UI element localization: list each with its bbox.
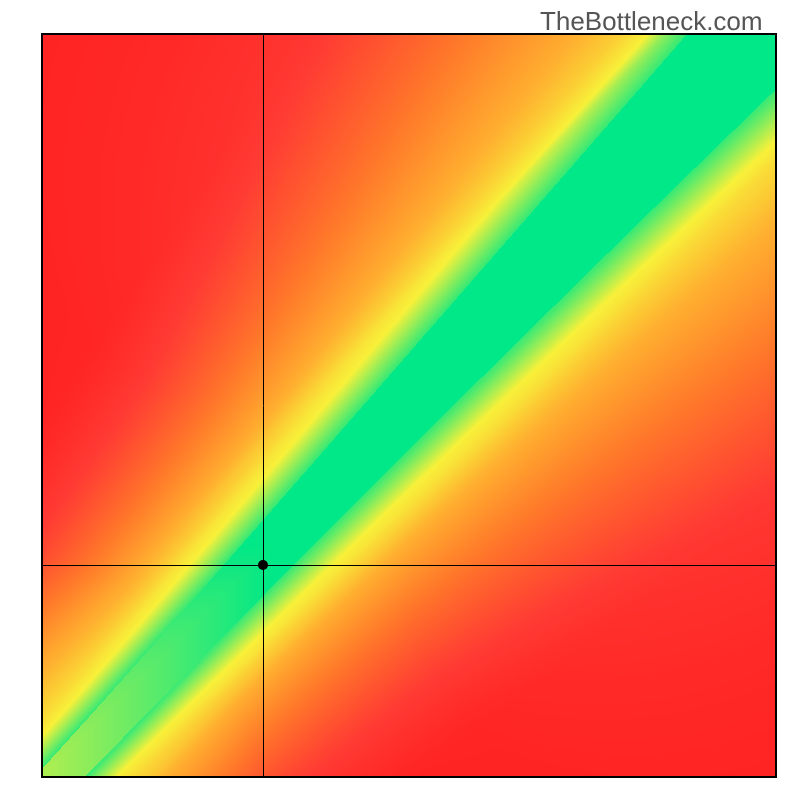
bottleneck-heatmap — [41, 33, 777, 778]
watermark-text: TheBottleneck.com — [540, 6, 763, 37]
chart-container: TheBottleneck.com — [0, 0, 800, 800]
